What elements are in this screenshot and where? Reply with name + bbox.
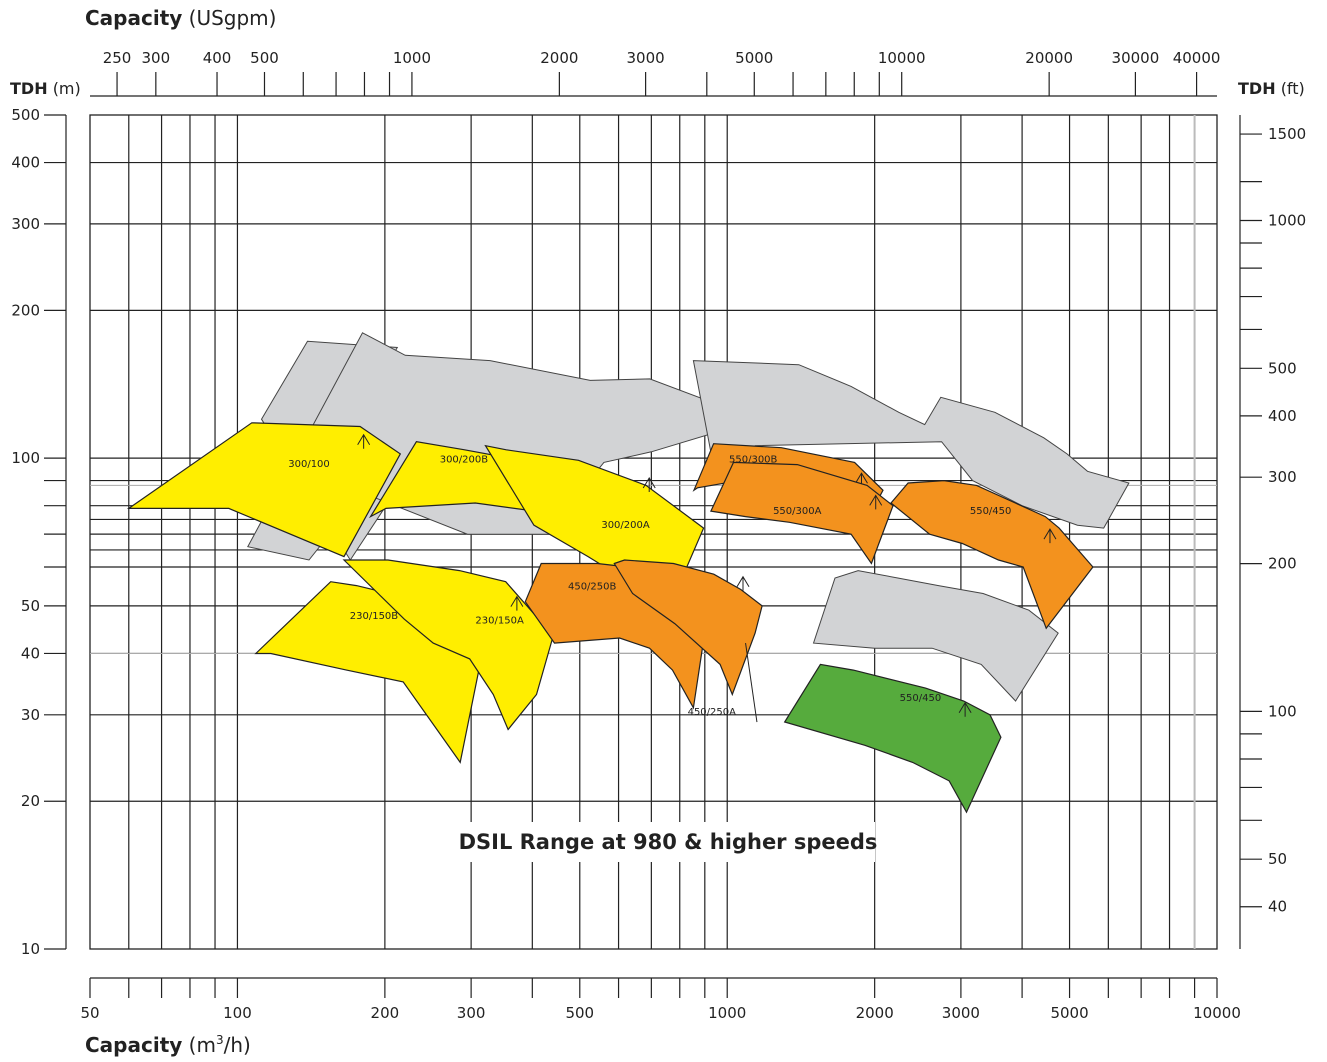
left-axis-tick-label: 50 [21,597,40,615]
bep-marker [357,433,371,449]
bottom-axis-tick-label: 1000 [708,1004,746,1022]
top-axis-title-unit: (USgpm) [189,6,277,30]
region-label: 300/200A [601,520,650,531]
left-axis-tick-label: 100 [11,449,40,467]
top-axis-title: Capacity (USgpm) [85,6,276,30]
left-axis-title: TDH (m) [10,79,81,98]
bottom-axis-title-unit: (m [189,1033,216,1057]
right-axis-tick-label: 300 [1268,468,1297,486]
right-axis-tick-label: 40 [1268,898,1287,916]
axes: 250 300 400 500 1000 2000 3000 5000 10000 20000 30… [11,49,1306,1022]
region-550-450 [890,479,1094,630]
title-backdrop [455,822,875,862]
bep-marker [1043,528,1057,544]
left-axis-tick-label: 10 [21,940,40,958]
top-axis-tick-label: 250 [103,49,132,67]
region-label: 450/250A [688,707,737,718]
gray-region [812,570,1059,702]
region-label: 550/450 [900,693,942,704]
top-axis-tick-label: 1000 [393,49,431,67]
region-550-450 [783,663,1002,814]
left-axis-tick-label: 30 [21,706,40,724]
top-axis-tick-label: 3000 [627,49,665,67]
top-axis-tick-label: 2000 [540,49,578,67]
bottom-axis-tick-label: 500 [565,1004,594,1022]
left-axis-title-bold: TDH [10,79,48,98]
region-label: 450/250B [568,581,617,592]
region-label: 550/450 [970,506,1012,517]
bep-marker [510,595,524,611]
left-axis-tick-label: 20 [21,792,40,810]
top-axis-tick-label: 300 [142,49,171,67]
bep-marker [869,494,883,510]
chart-title: DSIL Range at 980 & higher speeds [459,830,878,854]
top-axis-tick-label: 500 [250,49,279,67]
left-axis-tick-label: 500 [11,106,40,124]
region-label: 550/300A [773,506,822,517]
top-axis-tick-label: 20000 [1025,49,1073,67]
left-axis-tick-label: 40 [21,644,40,662]
right-axis-tick-label: 100 [1268,702,1297,720]
bep-marker [642,476,656,492]
top-axis-tick-label: 10000 [878,49,926,67]
region-label: 230/150B [350,611,399,622]
right-axis-tick-label: 400 [1268,407,1297,425]
left-axis-tick-label: 300 [11,215,40,233]
top-axis-tick-label: 400 [203,49,232,67]
region-550-300A [710,461,894,565]
left-axis-title-unit: (m) [53,79,81,98]
label-pointer [745,642,758,723]
bottom-axis-tick-label: 100 [223,1004,252,1022]
bottom-axis-tick-label: 5000 [1050,1004,1088,1022]
bep-marker [958,701,972,717]
right-axis-title-bold: TDH [1238,79,1276,98]
plot-frame [89,114,1218,950]
region-label: 230/150A [475,616,524,627]
right-axis-tick-label: 500 [1268,359,1297,377]
right-axis-tick-label: 1500 [1268,125,1306,143]
bottom-axis-title-tail: /h) [224,1033,251,1057]
bottom-axis-title: Capacity (m3/h) [85,1033,251,1057]
bottom-axis-tick-label: 3000 [942,1004,980,1022]
top-axis-tick-label: 30000 [1112,49,1160,67]
left-axis-tick-label: 200 [11,301,40,319]
right-axis-title: TDH (ft) [1238,79,1305,98]
right-axis-title-unit: (ft) [1281,79,1305,98]
gray-region [692,360,1130,529]
pump-regions: 300/100 300/200B 300/200A 230/150B 230/150A 4… [126,332,1130,814]
bottom-axis-tick-label: 2000 [856,1004,894,1022]
bottom-axis-title-sup: 3 [216,1033,224,1047]
right-axis-tick-label: 200 [1268,555,1297,573]
top-axis-title-bold: Capacity [85,6,182,30]
region-300-100 [126,422,402,558]
region-label: 550/300B [729,454,778,465]
right-axis-tick-label: 1000 [1268,212,1306,230]
region-label: 300/100 [288,459,330,470]
top-axis-tick-label: 40000 [1173,49,1221,67]
region-label: 300/200B [440,454,489,465]
bottom-axis-tick-label: 10000 [1193,1004,1241,1022]
bottom-axis-tick-label: 300 [457,1004,486,1022]
bottom-axis-title-bold: Capacity [85,1033,182,1057]
bottom-axis-tick-label: 50 [80,1004,99,1022]
top-axis-tick-label: 5000 [735,49,773,67]
region-450-250A [613,559,763,697]
right-axis-tick-label: 50 [1268,850,1287,868]
left-axis-tick-label: 400 [11,154,40,172]
bottom-axis-tick-label: 200 [371,1004,400,1022]
bep-marker [736,575,750,591]
